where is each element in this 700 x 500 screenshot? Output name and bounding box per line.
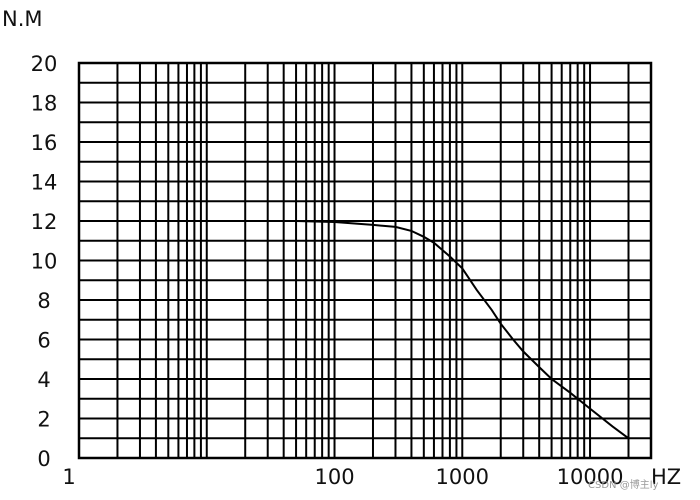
x-tick-label: 100: [314, 465, 354, 489]
y-tick-label: 2: [37, 408, 50, 432]
y-tick-label: 4: [37, 368, 50, 392]
y-tick-label: 18: [31, 92, 58, 116]
x-tick-label: 1: [62, 465, 75, 489]
y-axis-unit-label: N.M: [2, 7, 43, 31]
y-tick-label: 0: [37, 447, 50, 471]
y-tick-label: 10: [31, 250, 58, 274]
grid: [77, 61, 653, 460]
tick-labels: 0 2 4 6 8 10 12 14 16 18 20 1 100 1000 10000: [31, 52, 624, 489]
x-tick-label: 10000: [557, 465, 624, 489]
y-tick-label: 6: [37, 329, 50, 353]
y-tick-label: 16: [31, 131, 58, 155]
series-group: [89, 220, 630, 440]
y-tick-label: 14: [31, 171, 58, 195]
x-tick-label: 1000: [436, 465, 489, 489]
x-axis-unit-label: HZ: [651, 465, 681, 489]
torque-curve: [89, 220, 630, 440]
watermark: CSDN @博主ly: [588, 478, 658, 491]
y-tick-label: 20: [31, 52, 58, 76]
y-tick-label: 12: [31, 210, 58, 234]
y-tick-label: 8: [37, 289, 50, 313]
plot-frame: [77, 61, 653, 460]
